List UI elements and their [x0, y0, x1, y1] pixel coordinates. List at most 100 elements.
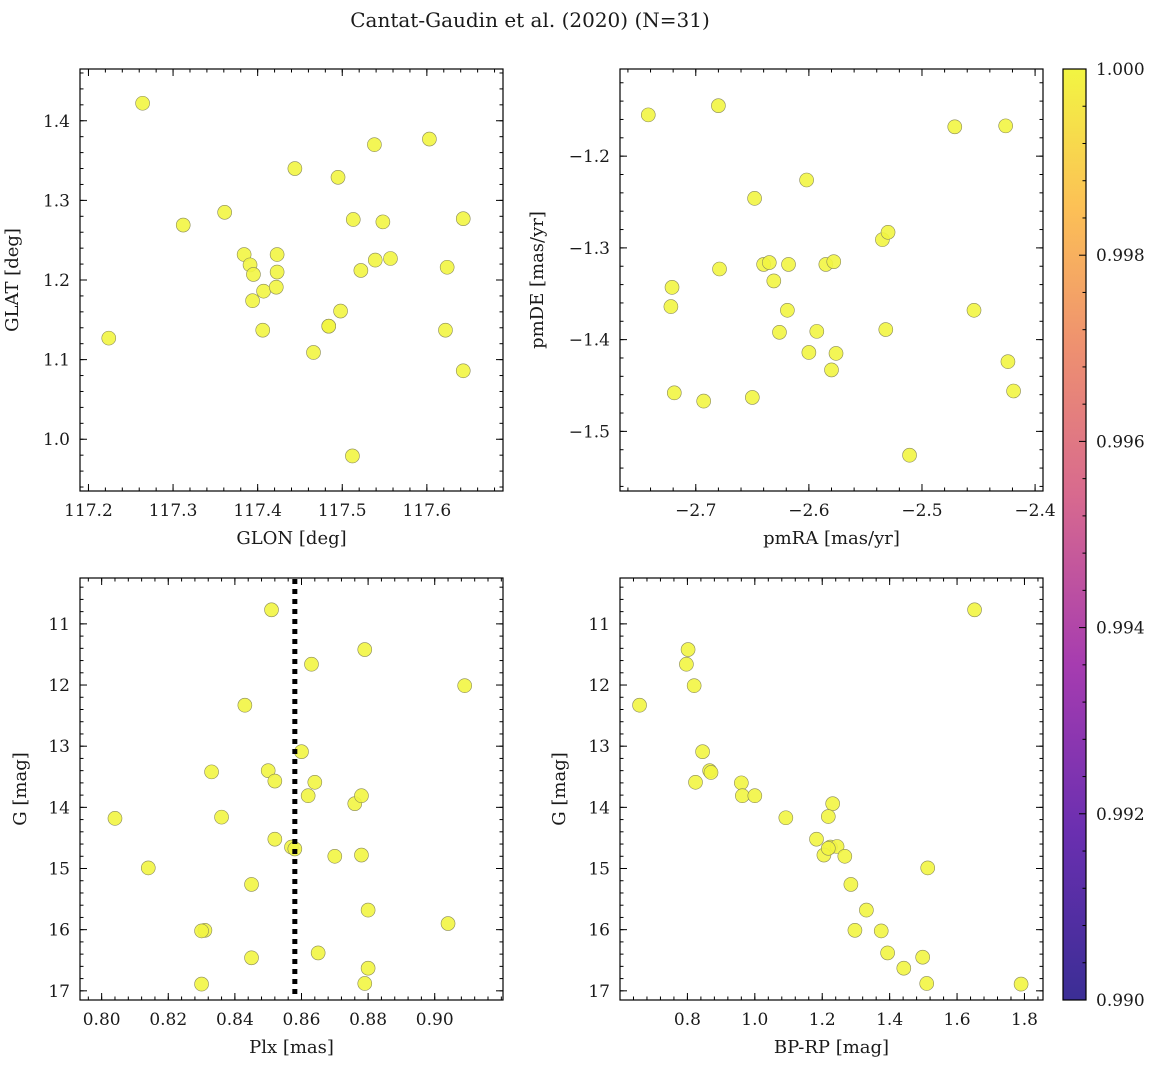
y-tick-label: 17: [48, 982, 70, 1002]
data-point: [666, 385, 682, 401]
data-point: [734, 775, 749, 791]
data-point: [360, 902, 376, 918]
x-tick-label: 117.6: [403, 501, 452, 521]
data-point: [1006, 383, 1021, 399]
x-tick-label: 1.4: [876, 1010, 903, 1030]
x-tick-label: 0.8: [674, 1010, 701, 1030]
data-point: [244, 950, 259, 966]
data-point: [422, 131, 437, 147]
data-point: [357, 642, 373, 657]
data-point: [772, 324, 787, 340]
data-point: [696, 393, 711, 409]
plot-frame: [619, 68, 1044, 492]
panel-glon-glat: 117.2 117.3 117.4 117.5 117.6 1.0 1.1 1.2 1.3 1.4…: [2, 68, 504, 549]
data-point: [679, 656, 694, 672]
data-point: [880, 945, 895, 961]
data-point: [711, 98, 726, 113]
x-axis-label: pmRA [mas/yr]: [763, 528, 900, 549]
y-tick-label: 1.2: [43, 271, 70, 291]
data-point: [268, 279, 284, 295]
data-point: [809, 324, 825, 339]
colorbar-tick-label: 0.996: [1096, 432, 1145, 452]
y-tick-label: 13: [588, 737, 610, 757]
data-point: [246, 267, 261, 282]
x-axis-label: GLON [deg]: [236, 528, 346, 549]
data-point: [204, 764, 219, 780]
data-point: [761, 255, 777, 270]
data-point: [896, 960, 912, 976]
x-tick-label: −2.5: [901, 501, 942, 521]
x-tick-label: −2.6: [788, 501, 829, 521]
data-point: [194, 923, 209, 939]
y-tick-label: 1.0: [43, 430, 70, 450]
y-tick-label: 12: [588, 676, 610, 696]
data-point: [267, 831, 283, 847]
data-point: [837, 848, 853, 864]
data-point: [747, 191, 762, 206]
colorbar-tick-label: 0.998: [1096, 246, 1145, 266]
y-tick-label: 11: [48, 615, 70, 635]
y-tick-label: −1.4: [569, 331, 610, 351]
x-axis-label: BP-RP [mag]: [774, 1037, 889, 1058]
x-axis-label: Plx [mas]: [249, 1037, 334, 1058]
x-tick-label: 117.2: [64, 501, 113, 521]
data-point: [360, 960, 376, 976]
colorbar-tick-label: 0.992: [1096, 805, 1145, 825]
data-point: [735, 788, 750, 804]
data-point: [688, 774, 703, 790]
plot-frame: [619, 577, 1044, 1001]
data-point: [915, 949, 930, 965]
data-point: [880, 224, 896, 240]
y-tick-label: 16: [588, 921, 610, 941]
x-tick-label: 1.0: [741, 1010, 768, 1030]
colorbar-gradient: [1062, 68, 1087, 1001]
data-point: [1013, 976, 1029, 992]
y-axis-label: G [mag]: [549, 752, 570, 825]
y-axis-label: GLAT [deg]: [2, 228, 23, 332]
data-point: [175, 217, 191, 233]
data-point: [345, 212, 361, 227]
data-point: [101, 330, 117, 346]
data-point: [244, 877, 259, 892]
data-point: [353, 263, 369, 278]
data-point: [825, 796, 840, 811]
data-point: [947, 119, 963, 135]
x-tick-label: 0.88: [349, 1010, 387, 1030]
colorbar-tick-label: 0.990: [1096, 991, 1145, 1011]
data-point: [304, 656, 319, 672]
colorbar: 0.990 0.992 0.994 0.996 0.998 1.000: [1062, 60, 1145, 1011]
y-tick-label: −1.2: [569, 147, 610, 167]
y-tick-label: 1.3: [43, 191, 70, 211]
panel-plx-g: 0.80 0.82 0.84 0.86 0.88 0.90 11 12 13 14 15 16 17 Pl…: [10, 577, 504, 1058]
data-point: [826, 254, 842, 269]
y-tick-label: 11: [588, 615, 610, 635]
data-point: [766, 273, 782, 289]
data-point: [354, 788, 369, 804]
data-point: [135, 95, 150, 111]
y-tick-label: −1.5: [569, 422, 610, 442]
y-tick-label: 15: [48, 860, 70, 880]
data-point: [457, 678, 472, 693]
data-point: [307, 774, 323, 790]
x-tick-label: 1.2: [809, 1010, 836, 1030]
data-point: [680, 642, 696, 657]
data-point: [107, 811, 123, 826]
data-point: [438, 322, 453, 338]
colorbar-tick-label: 0.994: [1096, 619, 1145, 639]
panel-pmra-pmde: −2.7 −2.6 −2.5 −2.4 −1.2 −1.3 −1.4 −1.5 pmRA [ma…: [527, 68, 1056, 549]
x-tick-label: 0.84: [216, 1010, 254, 1030]
y-tick-label: 14: [588, 798, 610, 818]
data-point: [375, 214, 391, 230]
data-point: [712, 261, 727, 277]
data-point: [873, 923, 889, 939]
x-tick-label: −2.4: [1014, 501, 1055, 521]
plot-frame: [79, 68, 504, 492]
x-tick-label: 0.80: [83, 1010, 121, 1030]
data-point: [967, 602, 982, 618]
data-point: [632, 697, 647, 713]
data-point: [920, 860, 936, 876]
data-point: [859, 902, 874, 918]
data-point: [140, 860, 156, 876]
data-point: [194, 976, 209, 992]
